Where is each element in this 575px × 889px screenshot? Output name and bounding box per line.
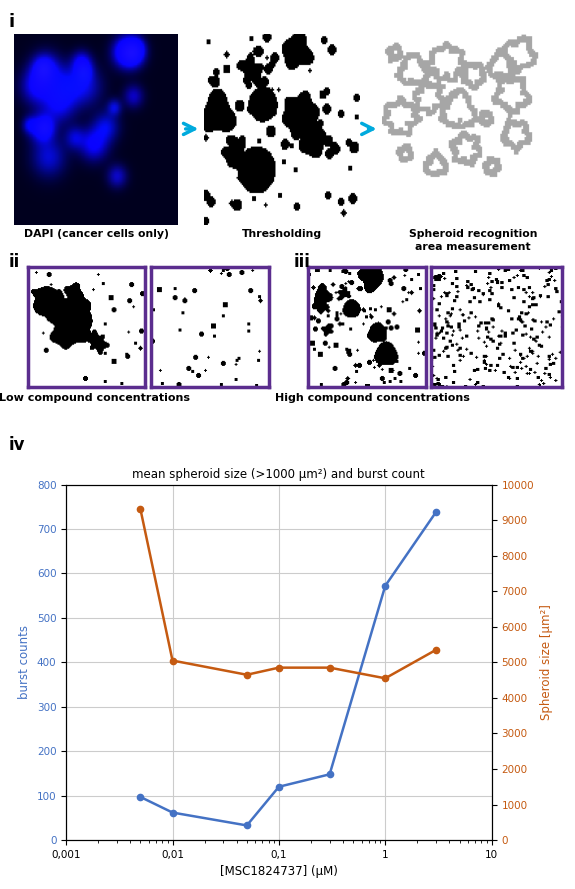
Text: ii: ii [9, 253, 20, 271]
Text: DAPI (cancer cells only): DAPI (cancer cells only) [24, 229, 169, 239]
Y-axis label: Spheroid size [μm²]: Spheroid size [μm²] [539, 605, 553, 720]
Text: iii: iii [293, 253, 310, 271]
Text: Low compound concentrations: Low compound concentrations [0, 393, 190, 403]
Title: mean spheroid size (>1000 μm²) and burst count: mean spheroid size (>1000 μm²) and burst… [132, 468, 426, 481]
Text: High compound concentrations: High compound concentrations [275, 393, 470, 403]
Text: Spheroid recognition
area measurement: Spheroid recognition area measurement [409, 229, 538, 252]
Y-axis label: burst counts: burst counts [18, 625, 31, 700]
X-axis label: [MSC1824737] (μM): [MSC1824737] (μM) [220, 865, 338, 878]
Text: Thresholding: Thresholding [242, 229, 322, 239]
Text: iv: iv [9, 436, 25, 453]
Text: i: i [9, 13, 15, 31]
